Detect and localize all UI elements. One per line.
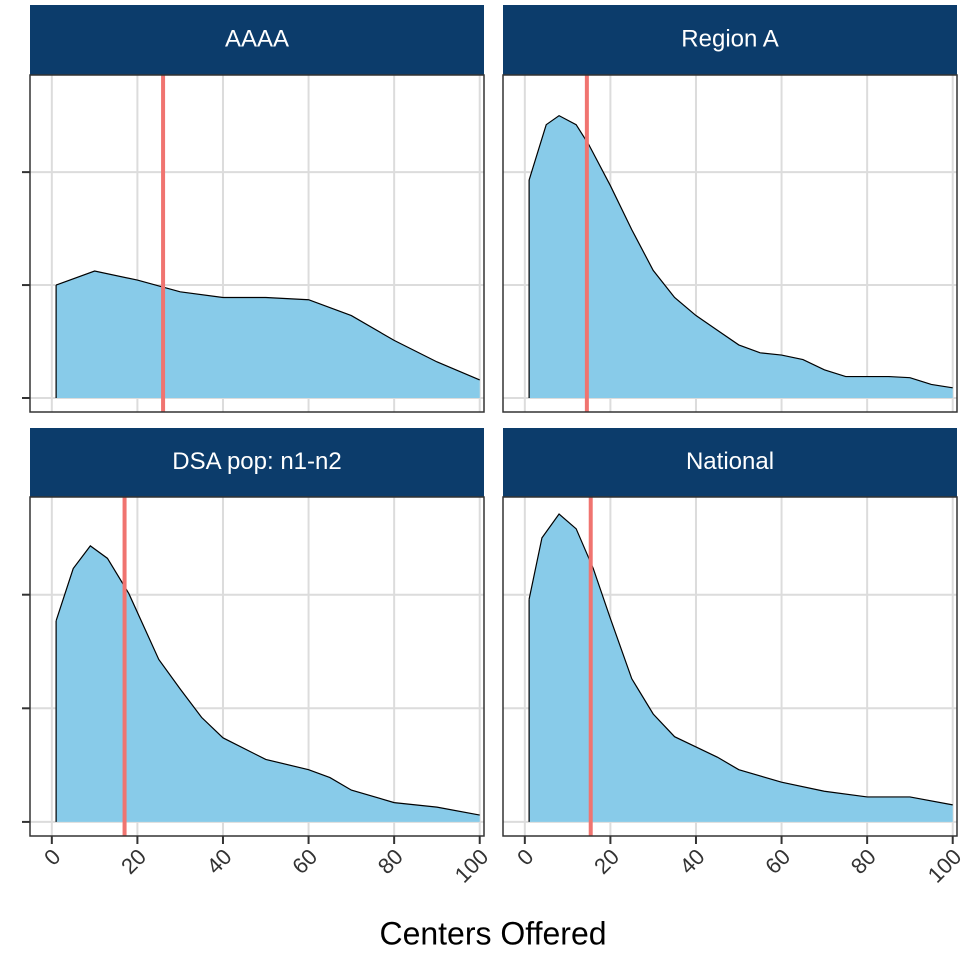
strip — [503, 428, 957, 497]
strip-title: DSA pop: n1-n2 — [172, 448, 341, 475]
x-tick-label: 100 — [450, 844, 494, 888]
density-area — [529, 115, 953, 398]
panel-border — [502, 496, 958, 837]
x-tick-label: 0 — [512, 844, 538, 870]
panel-border — [29, 496, 485, 837]
x-tick-label: 20 — [116, 844, 151, 879]
x-axis-title: Centers Offered — [379, 915, 606, 951]
x-tick-label: 80 — [846, 844, 881, 879]
density-line — [528, 513, 953, 806]
density-area — [56, 545, 480, 822]
density-line — [528, 114, 953, 389]
x-tick-label: 40 — [675, 844, 710, 879]
x-tick-label: 20 — [589, 844, 624, 879]
strip — [503, 5, 957, 75]
strip — [30, 5, 484, 75]
x-tick-label: 80 — [373, 844, 408, 879]
x-tick-label: 40 — [202, 844, 237, 879]
x-tick-label: 0 — [39, 844, 65, 870]
x-tick-label: 60 — [287, 844, 322, 879]
x-tick-label: 60 — [760, 844, 795, 879]
strip-title: AAAA — [225, 25, 289, 52]
panel-border — [29, 74, 485, 413]
panel-border — [502, 74, 958, 413]
density-area — [529, 514, 953, 822]
x-tick-label: 100 — [923, 844, 965, 888]
strip-title: National — [686, 448, 774, 475]
strip — [30, 428, 484, 497]
density-line — [55, 270, 480, 381]
density-line — [55, 545, 480, 816]
strip-title: Region A — [681, 25, 778, 52]
